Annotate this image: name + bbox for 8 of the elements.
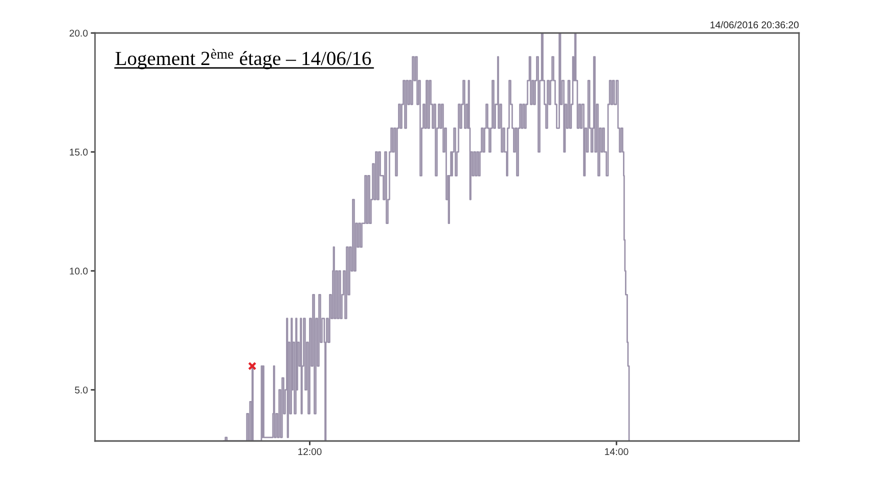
y-tick-label: 10.0 (70, 268, 88, 275)
text: 14/06/2016 20:36:20 (710, 21, 799, 28)
y-tick-label: 15.0 (70, 148, 88, 156)
text: Logement 2$^{ème}$ étage – 14/06/16 (116, 48, 371, 70)
x-tick-label: 14:00 (605, 448, 628, 456)
x-tick-label: 12:00 (298, 448, 322, 456)
y-tick-label: 5.0 (74, 386, 88, 394)
y-tick-label: 20.0 (70, 30, 88, 37)
